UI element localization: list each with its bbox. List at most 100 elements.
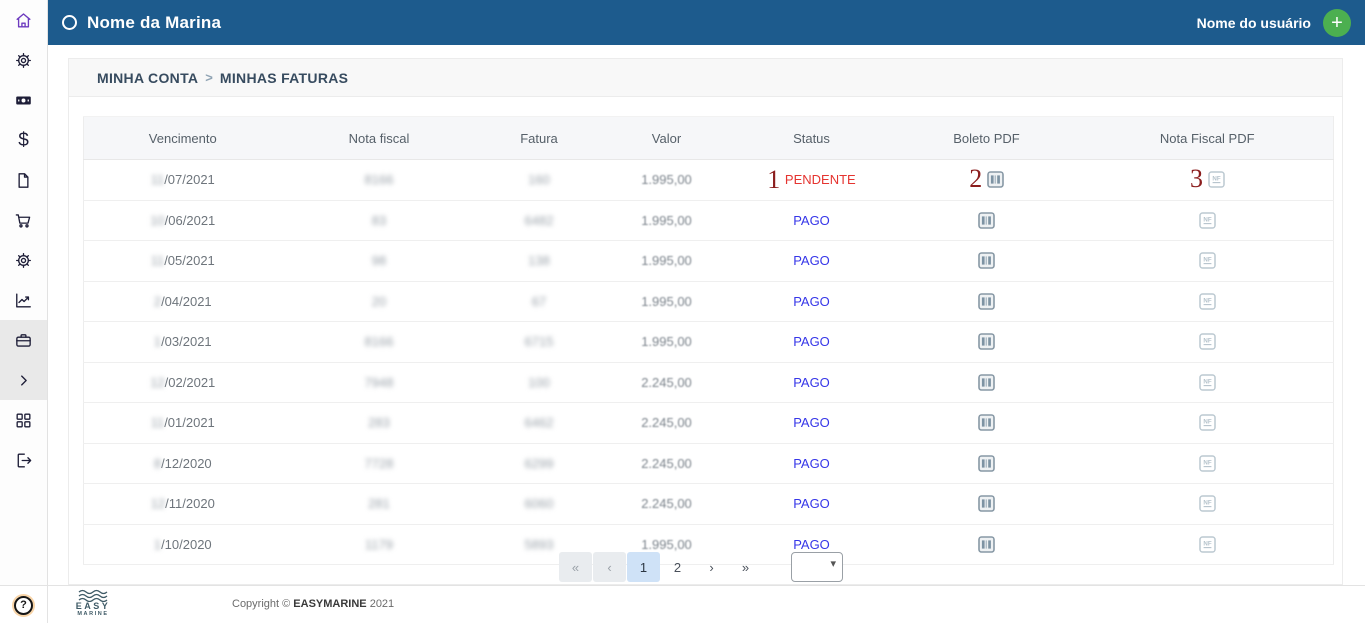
svg-text:NF: NF — [1212, 176, 1220, 183]
page-2-button[interactable]: 2 — [661, 552, 694, 582]
boleto-pdf-button[interactable] — [978, 333, 995, 351]
page-next-button[interactable]: › — [695, 552, 728, 582]
sidebar-item-preferences[interactable] — [0, 240, 47, 280]
cell-nota-fiscal-pdf: NF — [1081, 321, 1334, 363]
nf-document-icon: NF — [1199, 252, 1216, 270]
boleto-pdf-button[interactable] — [987, 171, 1004, 189]
status-badge: PAGO — [793, 253, 830, 269]
svg-text:NF: NF — [1203, 378, 1211, 385]
breadcrumb-separator: > — [205, 70, 213, 85]
barcode-icon — [978, 292, 995, 310]
nota-fiscal-pdf-button[interactable]: NF — [1199, 374, 1216, 391]
cell-boleto-pdf — [891, 200, 1082, 241]
status-badge: PAGO — [793, 496, 830, 512]
invoice-row: 8/12/2020 7728 6299 2.245,00 PAGO — [83, 443, 1334, 484]
app-header: Nome da Marina Nome do usuário + — [48, 0, 1365, 45]
barcode-icon — [978, 414, 995, 432]
nota-fiscal-pdf-button[interactable]: NF — [1199, 495, 1216, 513]
boleto-pdf-button[interactable] — [978, 535, 995, 553]
sidebar-item-logout[interactable] — [0, 440, 47, 480]
dollar-icon: $ — [18, 129, 29, 151]
cell-nota-fiscal-pdf: NF — [1081, 402, 1334, 444]
page-1-button[interactable]: 1 — [627, 552, 660, 582]
cell-valor: 2.245,00 — [601, 402, 732, 444]
help-icon: ? — [14, 595, 33, 615]
cell-boleto-pdf — [891, 443, 1082, 484]
page-prev-button[interactable]: ‹ — [593, 552, 626, 582]
help-button[interactable]: ? — [0, 586, 47, 623]
sidebar-item-home[interactable] — [0, 0, 47, 40]
boleto-pdf-button[interactable] — [978, 373, 995, 391]
boleto-pdf-button[interactable] — [978, 454, 995, 472]
breadcrumb: MINHA CONTA > MINHAS FATURAS — [69, 59, 1342, 97]
barcode-icon — [978, 373, 995, 391]
col-status: Status — [731, 116, 892, 160]
cell-boleto-pdf — [891, 362, 1082, 403]
sidebar-item-billing[interactable]: $ — [0, 120, 47, 160]
nota-fiscal-pdf-button[interactable]: NF — [1199, 333, 1216, 351]
col-vencimento: Vencimento — [83, 116, 282, 160]
nota-fiscal-pdf-button[interactable]: NF — [1199, 536, 1216, 553]
sidebar-item-workspace[interactable] — [0, 320, 47, 360]
sidebar-item-cash[interactable] — [0, 80, 47, 120]
nota-fiscal-pdf-button[interactable]: NF — [1199, 293, 1216, 310]
sidebar-item-reports[interactable] — [0, 280, 47, 320]
status-badge: PAGO — [793, 415, 830, 431]
status-badge: PAGO — [793, 374, 830, 390]
nf-document-icon: NF — [1199, 414, 1216, 432]
barcode-icon — [978, 252, 995, 270]
cell-status: PAGO — [731, 321, 892, 363]
cell-vencimento: 10/06/2021 — [83, 200, 282, 241]
sidebar-expand-toggle[interactable] — [0, 360, 47, 400]
cell-vencimento: 11/01/2021 — [83, 402, 282, 444]
boleto-pdf-button[interactable] — [978, 211, 995, 229]
nf-document-icon: NF — [1199, 293, 1216, 310]
cell-status: PAGO — [731, 362, 892, 403]
status-badge: PAGO — [793, 334, 830, 350]
cell-nota-fiscal: 83 — [281, 200, 477, 241]
nota-fiscal-pdf-button[interactable]: NF — [1199, 252, 1216, 270]
boleto-pdf-button[interactable] — [978, 252, 995, 270]
cell-fatura: 6299 — [476, 443, 602, 484]
cell-valor: 1.995,00 — [601, 321, 732, 363]
cell-nota-fiscal-pdf: NF — [1081, 362, 1334, 403]
page-last-button[interactable]: » — [729, 552, 762, 582]
sidebar-item-apps[interactable] — [0, 400, 47, 440]
cell-boleto-pdf — [891, 240, 1082, 282]
nota-fiscal-pdf-button[interactable]: NF — [1199, 414, 1216, 432]
logout-icon — [17, 452, 32, 468]
barcode-icon — [978, 211, 995, 229]
cell-vencimento: 1/03/2021 — [83, 321, 282, 363]
page-size-select[interactable]: ▾ — [791, 552, 843, 582]
user-name[interactable]: Nome do usuário — [1196, 14, 1311, 31]
status-badge: PAGO — [793, 455, 830, 471]
nota-fiscal-pdf-button[interactable]: NF — [1207, 171, 1225, 189]
cell-valor: 1.995,00 — [601, 159, 732, 201]
cell-fatura: 6482 — [476, 200, 602, 241]
nota-fiscal-pdf-button[interactable]: NF — [1199, 455, 1216, 472]
sidebar-item-marketplace[interactable] — [0, 200, 47, 240]
cell-fatura: 67 — [476, 281, 602, 322]
invoice-table-body: 11/07/2021 8166 160 1.995,00 1 PENDENTE … — [83, 159, 1334, 565]
cell-boleto-pdf — [891, 402, 1082, 444]
svg-text:NF: NF — [1203, 500, 1211, 507]
cell-boleto-pdf — [891, 483, 1082, 525]
cell-vencimento: 8/12/2020 — [83, 443, 282, 484]
sidebar-item-documents[interactable] — [0, 160, 47, 200]
nota-fiscal-pdf-button[interactable]: NF — [1199, 212, 1216, 229]
cell-valor: 1.995,00 — [601, 240, 732, 282]
cell-status: PAGO — [731, 240, 892, 282]
nf-document-icon: NF — [1199, 455, 1216, 472]
boleto-pdf-button[interactable] — [978, 414, 995, 432]
chart-line-icon — [16, 292, 31, 308]
footer: ? EASY MARINE Copyright © EASYMARINE 202… — [0, 585, 1365, 623]
boleto-pdf-button[interactable] — [978, 292, 995, 310]
page-first-button[interactable]: « — [559, 552, 592, 582]
cell-nota-fiscal: 283 — [281, 402, 477, 444]
cell-nota-fiscal-pdf: NF — [1081, 200, 1334, 241]
col-boleto-pdf: Boleto PDF — [891, 116, 1082, 160]
boleto-pdf-button[interactable] — [978, 495, 995, 513]
add-button[interactable]: + — [1323, 8, 1351, 37]
svg-text:NF: NF — [1203, 297, 1211, 304]
sidebar-item-settings[interactable] — [0, 40, 47, 80]
